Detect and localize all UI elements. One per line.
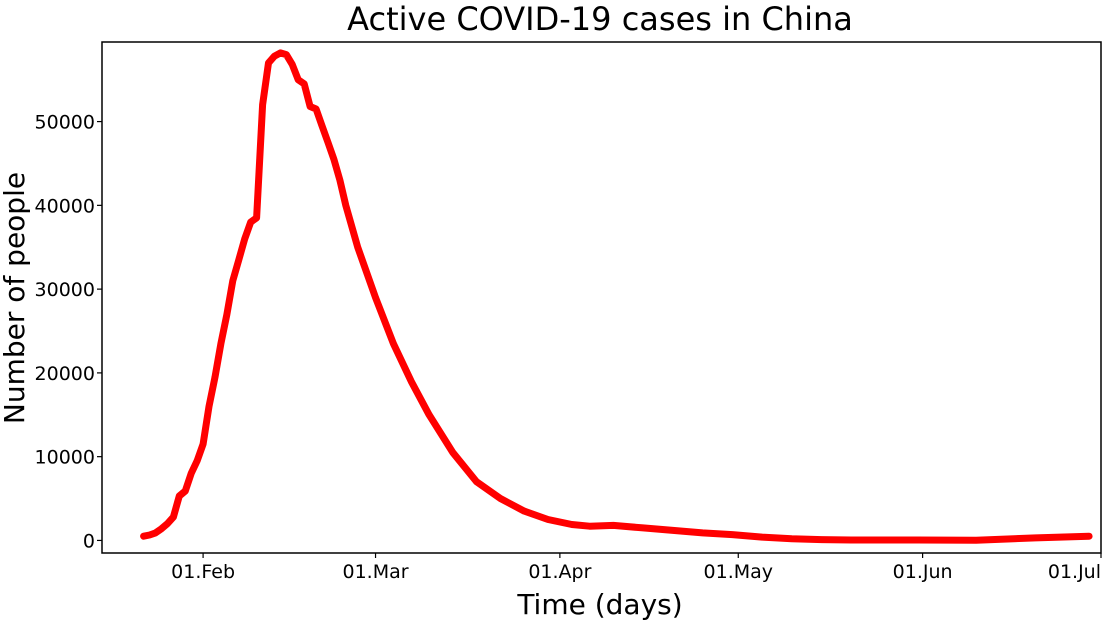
- y-tick-label: 50000: [35, 112, 95, 134]
- plot-area: [101, 41, 1102, 554]
- series-line-active-cases: [140, 49, 1093, 544]
- chart-title: Active COVID-19 cases in China: [347, 0, 853, 38]
- x-tick-label: 01.Jul: [1048, 561, 1101, 583]
- y-tick-label: 0: [83, 530, 95, 552]
- y-tick-label: 30000: [35, 279, 95, 301]
- y-tick-label: 20000: [35, 363, 95, 385]
- y-axis: 0 10000 20000 30000 40000 50000: [35, 112, 102, 552]
- x-axis-label: Time (days): [516, 588, 682, 621]
- x-tick-label: 01.Feb: [171, 561, 235, 583]
- y-tick-label: 10000: [35, 447, 95, 469]
- y-tick-label: 40000: [35, 195, 95, 217]
- x-axis: 01.Feb 01.Mar 01.Apr 01.May 01.Jun 01.Jul: [171, 553, 1102, 583]
- y-axis-label: Number of people: [0, 172, 31, 424]
- x-tick-label: 01.Apr: [528, 561, 591, 583]
- x-tick-label: 01.Jun: [893, 561, 953, 583]
- x-tick-label: 01.Mar: [342, 561, 408, 583]
- x-tick-label: 01.May: [704, 561, 774, 583]
